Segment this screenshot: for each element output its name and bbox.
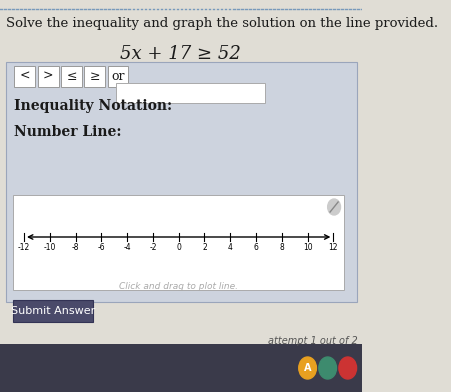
Text: -8: -8 — [72, 243, 79, 252]
FancyBboxPatch shape — [38, 66, 59, 87]
Circle shape — [299, 357, 317, 379]
Text: Number Line:: Number Line: — [14, 125, 122, 139]
Text: 10: 10 — [303, 243, 313, 252]
Text: -4: -4 — [123, 243, 131, 252]
Text: A: A — [304, 363, 311, 373]
Text: -10: -10 — [44, 243, 56, 252]
Text: ≤: ≤ — [66, 70, 77, 83]
Text: <: < — [20, 70, 30, 83]
FancyBboxPatch shape — [6, 62, 357, 302]
Circle shape — [319, 357, 336, 379]
Text: 8: 8 — [279, 243, 284, 252]
Text: Click and drag to plot line.: Click and drag to plot line. — [119, 282, 238, 291]
FancyBboxPatch shape — [13, 300, 93, 322]
Text: Inequality Notation:: Inequality Notation: — [14, 99, 173, 113]
Text: 5x + 17 ≥ 52: 5x + 17 ≥ 52 — [120, 45, 241, 63]
Text: 4: 4 — [228, 243, 233, 252]
Bar — [0, 344, 362, 392]
Circle shape — [328, 199, 341, 215]
Text: 6: 6 — [253, 243, 258, 252]
Text: -2: -2 — [149, 243, 156, 252]
Text: Submit Answer: Submit Answer — [11, 306, 95, 316]
Text: ≥: ≥ — [89, 70, 100, 83]
Text: attempt 1 out of 2: attempt 1 out of 2 — [267, 336, 357, 346]
Text: 2: 2 — [202, 243, 207, 252]
FancyBboxPatch shape — [14, 66, 35, 87]
Text: 12: 12 — [328, 243, 338, 252]
FancyBboxPatch shape — [13, 195, 344, 290]
Text: or: or — [111, 70, 125, 83]
FancyBboxPatch shape — [116, 83, 265, 103]
Text: -12: -12 — [18, 243, 30, 252]
Text: >: > — [43, 70, 53, 83]
Text: -6: -6 — [97, 243, 105, 252]
Text: 0: 0 — [176, 243, 181, 252]
Text: Solve the inequality and graph the solution on the line provided.: Solve the inequality and graph the solut… — [6, 17, 438, 30]
Circle shape — [339, 357, 357, 379]
FancyBboxPatch shape — [84, 66, 105, 87]
FancyBboxPatch shape — [61, 66, 82, 87]
FancyBboxPatch shape — [108, 66, 129, 87]
